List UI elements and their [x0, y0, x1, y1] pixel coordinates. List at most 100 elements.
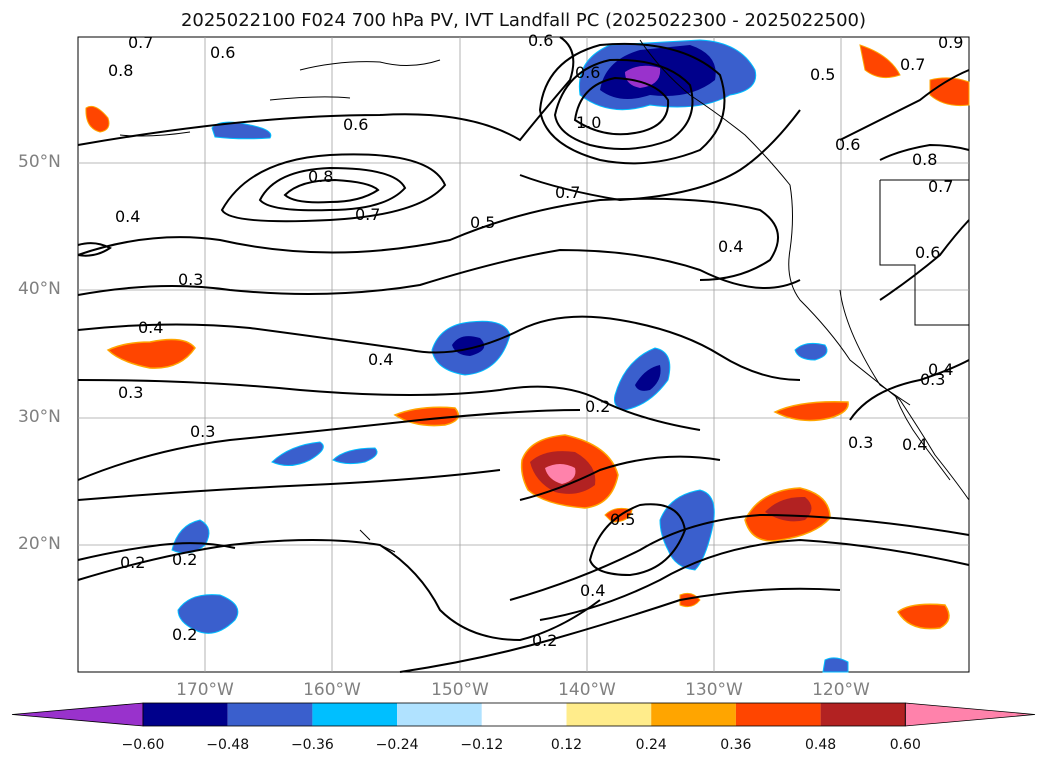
- contour-x: [879, 143, 970, 161]
- contour-s: [399, 587, 841, 673]
- contour-j: [77, 248, 801, 296]
- blob-nw-1: [271, 441, 324, 466]
- colorbar-tick-label: 0.48: [805, 737, 837, 753]
- contour-label-0: 0.7: [128, 33, 153, 52]
- aleutian-coast: [299, 59, 441, 71]
- colorbar-tick-label: −0.12: [460, 737, 504, 753]
- blob-pos-e: [773, 400, 849, 422]
- coastlines: [119, 39, 970, 553]
- contour-label-15: 0.4: [718, 237, 743, 256]
- contour-label-6: 0.7: [900, 55, 925, 74]
- contour-label-12: 0.7: [355, 205, 380, 224]
- contour-e: [77, 197, 779, 281]
- contour-label-20: 0.3: [190, 422, 215, 441]
- contour-w: [839, 69, 970, 141]
- colorbar-segment: [651, 703, 736, 726]
- contour-label-8: 0.8: [308, 167, 333, 186]
- contour-label-29: 0.3: [848, 433, 873, 452]
- contour-label-30: 0.3: [920, 370, 945, 389]
- colorbar-segment: [566, 703, 652, 726]
- contour-r: [539, 538, 970, 621]
- colorbar-tick-label: −0.36: [290, 737, 334, 753]
- contour-label-23: 0.2: [120, 553, 145, 572]
- contour-label-18: 0.3: [118, 383, 143, 402]
- contour-g: [553, 58, 694, 150]
- contour-label-7: 0.5: [810, 65, 835, 84]
- colorbar-segment: [735, 703, 821, 726]
- colorbar-tick-label: −0.48: [206, 737, 250, 753]
- blob-pos-nw: [85, 105, 110, 133]
- border-us-mexico: [839, 289, 911, 406]
- contour-l: [77, 379, 701, 431]
- contour-label-10: 0.6: [915, 243, 940, 262]
- blob-pos-se2: [897, 603, 950, 630]
- colorbar-tick-label: 0.12: [550, 737, 583, 753]
- contour-label-28: 0.4: [902, 435, 927, 454]
- lon-label-170: 170°W: [176, 680, 234, 700]
- lon-label-150: 150°W: [431, 680, 489, 700]
- blob-bering: [211, 121, 272, 140]
- contour-label-14: 0.7: [555, 183, 580, 202]
- blob-pos-w: [106, 338, 196, 369]
- colorbar-segment: [312, 703, 398, 726]
- contour-label-34: 0.6: [528, 31, 553, 50]
- contour-label-16: 0.3: [178, 270, 203, 289]
- map-frame: [77, 36, 970, 673]
- colorbar-extend-low: [11, 702, 144, 727]
- aleutians-west: [119, 131, 191, 137]
- contour-t: [519, 455, 721, 501]
- blob-alaska-min: [625, 65, 661, 88]
- colorbar-segment: [397, 703, 482, 726]
- contour-label-13: 0.5: [470, 213, 495, 232]
- lon-label-140: 140°W: [558, 680, 616, 700]
- aleutians-mid: [269, 96, 351, 101]
- contour-label-35: 0.7: [928, 177, 953, 196]
- contour-label-21: 0.2: [585, 397, 610, 416]
- blob-pos-ne1: [859, 44, 901, 79]
- contour-label-17: 0.4: [138, 318, 163, 337]
- lat-label-20: 20°N: [18, 534, 61, 554]
- contour-q: [509, 513, 970, 601]
- baja: [894, 394, 951, 481]
- colorbar: [11, 702, 1036, 727]
- border-states: [879, 180, 969, 326]
- contour-m: [77, 409, 581, 481]
- page-title: 2025022100 F024 700 hPa PV, IVT Landfall…: [180, 10, 867, 31]
- colorbar-segment: [820, 703, 906, 726]
- colorbar-tick-label: 0.36: [720, 737, 752, 753]
- contour-k: [77, 315, 801, 381]
- contour-label-3: 0.8: [108, 61, 133, 80]
- contour-label-32: 1.0: [576, 113, 601, 132]
- lat-label-30: 30°N: [18, 407, 61, 427]
- contour-label-33: 0.6: [575, 63, 600, 82]
- coastline-west-na: [639, 39, 970, 501]
- contour-label-26: 0.5: [610, 510, 635, 529]
- contour-f: [538, 42, 726, 165]
- contour-label-25: 0.2: [172, 625, 197, 644]
- colorbar-tick-label: 0.24: [635, 737, 667, 753]
- contour-o: [77, 539, 601, 642]
- colorbar-extend-high: [904, 702, 1036, 727]
- contours: [77, 36, 970, 673]
- contour-y: [77, 542, 236, 561]
- blob-east-core: [635, 365, 661, 391]
- blob-pos-main-max: [545, 464, 576, 484]
- blob-coast: [794, 342, 828, 361]
- contour-label-24: 0.2: [172, 550, 197, 569]
- colorbar-segment: [143, 703, 228, 726]
- colorbar-segment: [481, 703, 567, 726]
- contour-c: [258, 166, 407, 212]
- blob-nw-2: [332, 447, 378, 465]
- contour-z: [77, 242, 112, 257]
- contour-v: [879, 219, 970, 301]
- contour-label-9: 0.4: [115, 207, 140, 226]
- contour-label-1: 0.6: [210, 43, 235, 62]
- lon-label-130: 130°W: [685, 680, 743, 700]
- contour-label-22: 0.4: [580, 581, 605, 600]
- contour-a: [77, 36, 575, 146]
- contour-n: [77, 469, 501, 501]
- lat-label-50: 50°N: [18, 152, 61, 172]
- contour-label-19: 0.4: [368, 350, 393, 369]
- lon-label-120: 120°W: [812, 680, 870, 700]
